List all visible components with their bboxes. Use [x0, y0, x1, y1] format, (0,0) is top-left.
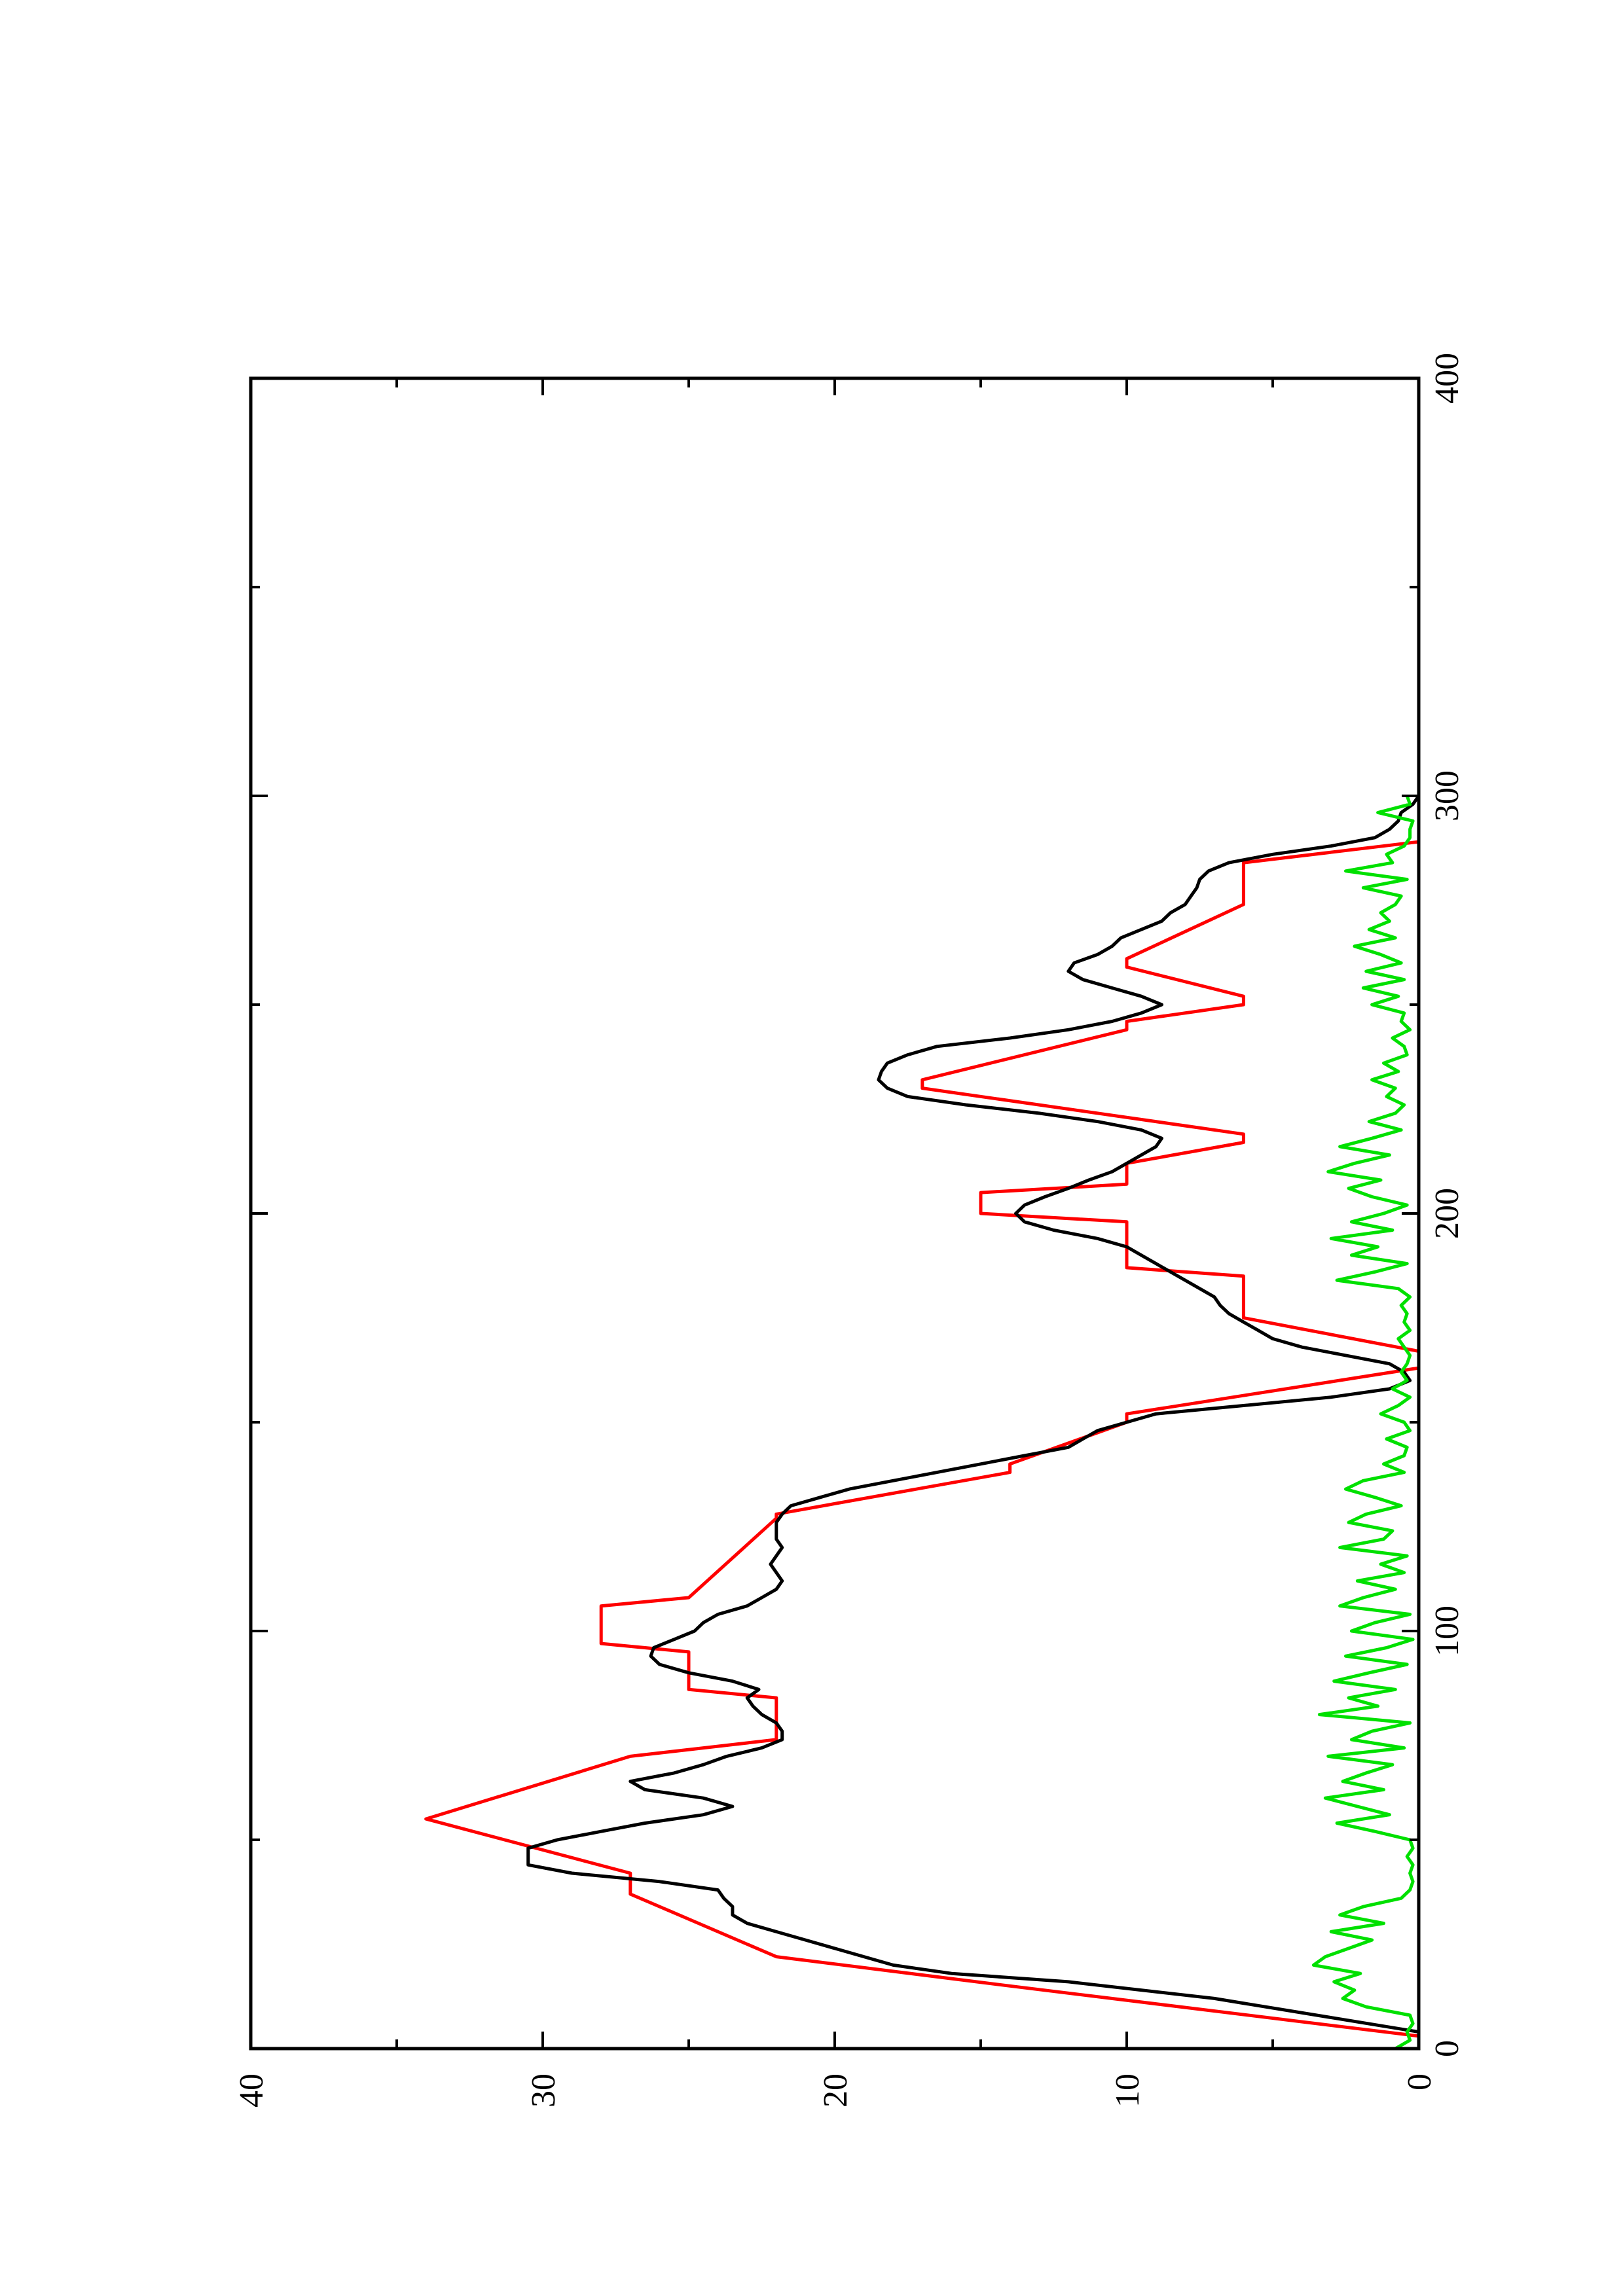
y-tick-label: 0	[1401, 2073, 1438, 2090]
series-line-2	[526, 795, 1419, 2049]
series-line-1	[424, 837, 1419, 2049]
x-tick-label: 0	[1429, 2040, 1466, 2057]
y-tick-label: 30	[525, 2073, 562, 2108]
y-tick-label: 10	[1109, 2073, 1146, 2108]
x-tick-label: 100	[1429, 1605, 1466, 1657]
x-tick-label: 200	[1429, 1188, 1466, 1239]
x-tick-label: 400	[1429, 353, 1466, 404]
ticks-layer	[249, 377, 1420, 2050]
series-layer	[424, 795, 1419, 2049]
x-tick-label: 300	[1429, 770, 1466, 821]
y-tick-label: 40	[233, 2073, 270, 2108]
series-line-3	[1311, 795, 1415, 2049]
plot-frame	[249, 376, 1421, 2051]
y-tick-label: 20	[817, 2073, 854, 2108]
tick-labels: 0 100 200 300 400 0 10 20 30 40	[233, 353, 1466, 2108]
